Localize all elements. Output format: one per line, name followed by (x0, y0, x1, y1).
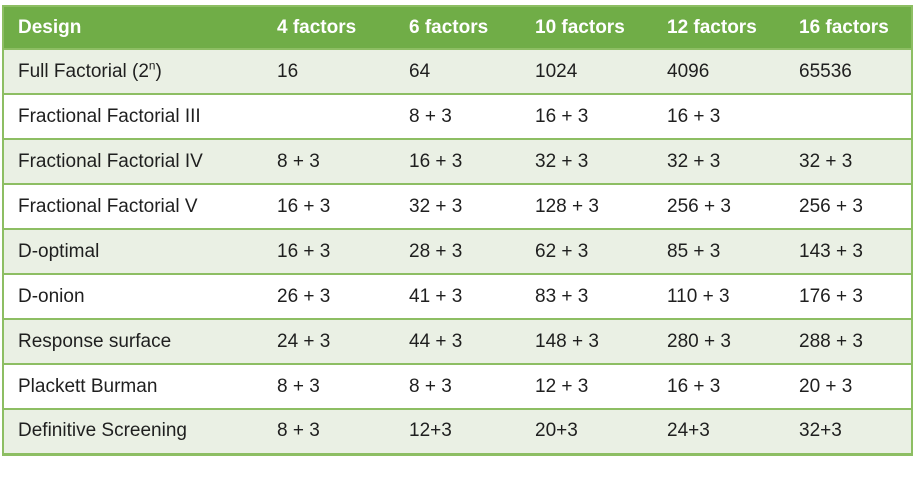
runs-value-cell (263, 94, 395, 139)
table-row: Full Factorial (2n) 16 64 1024 4096 65536 (3, 49, 912, 94)
design-name-cell: D-onion (18, 285, 85, 307)
runs-value-cell: 16 + 3 (667, 375, 721, 397)
table-header-row: Design 4 factors 6 factors 10 factors 12… (3, 6, 912, 49)
runs-value-cell: 65536 (799, 60, 852, 82)
runs-value-cell: 83 + 3 (535, 285, 589, 307)
table-row: Definitive Screening 8 + 3 12+3 20+3 24+3 32+… (3, 409, 912, 454)
runs-value-cell: 8 + 3 (409, 375, 452, 397)
runs-value-cell: 16 + 3 (277, 195, 331, 217)
design-name-cell: Definitive Screening (18, 420, 187, 442)
design-name-cell: Fractional Factorial III (18, 105, 201, 127)
runs-value-cell: 8 + 3 (277, 375, 320, 397)
runs-value-cell: 110 + 3 (667, 285, 730, 307)
design-name-cell: D-optimal (18, 240, 100, 262)
runs-value-cell: 32 + 3 (409, 195, 463, 217)
runs-value-cell: 4096 (667, 60, 710, 82)
runs-value-cell: 44 + 3 (409, 330, 463, 352)
runs-value-cell: 12+3 (409, 420, 452, 442)
column-header-12-factors: 12 factors (653, 6, 785, 49)
doe-design-runs-table-wrapper: Design 4 factors 6 factors 10 factors 12… (2, 5, 913, 456)
runs-value-cell: 176 + 3 (799, 285, 863, 307)
doe-design-runs-table: Design 4 factors 6 factors 10 factors 12… (2, 5, 913, 456)
runs-value-cell (785, 94, 912, 139)
runs-value-cell: 256 + 3 (667, 195, 731, 217)
column-header-10-factors: 10 factors (521, 6, 653, 49)
runs-value-cell: 1024 (535, 60, 578, 82)
runs-value-cell: 85 + 3 (667, 240, 721, 262)
table-row: D-onion 26 + 3 41 + 3 83 + 3 110 + 3 176 + 3 (3, 274, 912, 319)
table-row: Plackett Burman 8 + 3 8 + 3 12 + 3 16 + 3 20 … (3, 364, 912, 409)
design-name-cell: Full Factorial (2n) (18, 59, 162, 82)
runs-value-cell: 16 + 3 (277, 240, 331, 262)
runs-value-cell: 32+3 (799, 420, 842, 442)
column-header-design: Design (3, 6, 263, 49)
runs-value-cell: 12 + 3 (535, 375, 589, 397)
runs-value-cell: 288 + 3 (799, 330, 863, 352)
design-name-cell: Plackett Burman (18, 375, 158, 397)
table-row: Fractional Factorial III 8 + 3 16 + 3 16 + … (3, 94, 912, 139)
column-header-6-factors: 6 factors (395, 6, 521, 49)
runs-value-cell: 32 + 3 (799, 150, 853, 172)
runs-value-cell: 8 + 3 (277, 150, 320, 172)
design-name-cell: Fractional Factorial V (18, 195, 198, 217)
runs-value-cell: 143 + 3 (799, 240, 863, 262)
column-header-4-factors: 4 factors (263, 6, 395, 49)
runs-value-cell: 16 + 3 (409, 150, 463, 172)
table-row: Fractional Factorial V 16 + 3 32 + 3 128 + … (3, 184, 912, 229)
table-body: Full Factorial (2n) 16 64 1024 4096 65536 Frac… (3, 49, 912, 454)
runs-value-cell: 20 + 3 (799, 375, 853, 397)
runs-value-cell: 256 + 3 (799, 195, 863, 217)
runs-value-cell: 8 + 3 (277, 420, 320, 442)
runs-value-cell: 32 + 3 (535, 150, 589, 172)
runs-value-cell: 41 + 3 (409, 285, 463, 307)
runs-value-cell: 16 (277, 60, 299, 82)
column-header-16-factors: 16 factors (785, 6, 912, 49)
table-row: D-optimal 16 + 3 28 + 3 62 + 3 85 + 3 143 + 3 (3, 229, 912, 274)
runs-value-cell: 24+3 (667, 420, 710, 442)
runs-value-cell: 16 + 3 (535, 105, 589, 127)
runs-value-cell: 64 (409, 60, 431, 82)
runs-value-cell: 24 + 3 (277, 330, 331, 352)
table-row: Response surface 24 + 3 44 + 3 148 + 3 280 +… (3, 319, 912, 364)
runs-value-cell: 128 + 3 (535, 195, 599, 217)
runs-value-cell: 20+3 (535, 420, 578, 442)
runs-value-cell: 148 + 3 (535, 330, 599, 352)
runs-value-cell: 32 + 3 (667, 150, 721, 172)
design-name-cell: Response surface (18, 330, 172, 352)
runs-value-cell: 280 + 3 (667, 330, 731, 352)
runs-value-cell: 62 + 3 (535, 240, 589, 262)
superscript-n: n (148, 59, 156, 73)
runs-value-cell: 16 + 3 (667, 105, 721, 127)
runs-value-cell: 8 + 3 (409, 105, 452, 127)
runs-value-cell: 26 + 3 (277, 285, 331, 307)
design-name-cell: Fractional Factorial IV (18, 150, 203, 172)
table-row: Fractional Factorial IV 8 + 3 16 + 3 32 + 3… (3, 139, 912, 184)
runs-value-cell: 28 + 3 (409, 240, 463, 262)
